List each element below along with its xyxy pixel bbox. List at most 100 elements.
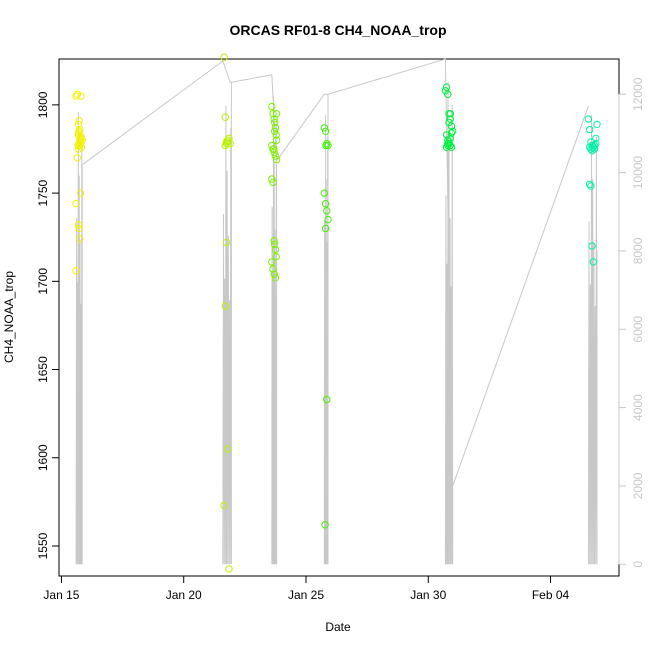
data-point-flight-1 — [77, 143, 86, 151]
x-tick-label: Jan 25 — [288, 588, 324, 602]
data-point-flight-3 — [271, 245, 280, 254]
data-point-flight-3 — [270, 145, 278, 153]
data-point-flight-3 — [271, 274, 280, 282]
data-point-flight-2 — [222, 238, 231, 247]
data-point-flight-4 — [320, 189, 328, 197]
data-point-flight-3 — [271, 118, 279, 127]
plot-frame — [58, 58, 620, 577]
data-point-flight-3 — [272, 131, 280, 139]
data-point-flight-3 — [271, 124, 280, 132]
y2-tick-label: 12000 — [631, 77, 645, 111]
data-point-flight-1 — [74, 141, 82, 150]
data-point-flight-2 — [222, 138, 231, 146]
data-point-flight-2 — [221, 113, 230, 121]
data-point-flight-1 — [74, 120, 83, 129]
data-point-flight-4 — [324, 215, 332, 224]
data-point-flight-2 — [224, 445, 232, 453]
data-point-flight-6 — [593, 120, 601, 129]
altitude-flight-trace-4 — [323, 94, 329, 565]
data-point-flight-4 — [321, 127, 330, 136]
y2-tick-label: 2000 — [631, 472, 645, 499]
data-point-flight-1 — [77, 92, 85, 100]
y2-tick-label: 4000 — [631, 394, 645, 421]
data-point-flight-3 — [270, 237, 278, 245]
data-point-flight-1 — [72, 200, 80, 208]
data-point-flight-3 — [271, 240, 279, 249]
data-point-flight-2 — [220, 501, 228, 510]
data-point-flight-4 — [323, 207, 331, 215]
data-point-flight-3 — [271, 152, 280, 160]
y-tick-label: 1600 — [36, 444, 50, 471]
data-point-flight-4 — [324, 141, 332, 150]
data-point-flight-2 — [220, 53, 228, 61]
y-tick-label: 1650 — [36, 356, 50, 383]
data-point-flight-3 — [270, 270, 278, 278]
data-point-flight-1 — [77, 132, 85, 141]
data-point-flight-6 — [588, 242, 596, 250]
data-point-flight-3 — [272, 136, 281, 144]
altitude-layer — [75, 58, 598, 565]
data-point-flight-6 — [588, 147, 596, 155]
data-point-flight-3 — [272, 155, 281, 164]
altitude-flight-trace-3 — [271, 96, 278, 565]
data-point-flight-4 — [323, 395, 331, 404]
altitude-flight-trace-6 — [587, 115, 598, 565]
data-point-flight-3 — [268, 175, 276, 183]
data-point-flight-1 — [72, 267, 80, 275]
y-tick-label: 1750 — [36, 179, 50, 206]
y-tick-label: 1700 — [36, 268, 50, 295]
data-point-flight-3 — [268, 141, 276, 150]
chart-title: ORCAS RF01-8 CH4_NOAA_trop — [229, 22, 446, 38]
x-axis-label: Date — [325, 620, 351, 634]
altitude-flight-trace-1 — [75, 111, 83, 565]
data-point-flight-5 — [446, 115, 454, 123]
data-point-flight-3 — [268, 102, 276, 111]
x-tick-label: Jan 20 — [166, 588, 202, 602]
data-point-flight-4 — [321, 200, 330, 208]
x-axis: Jan 15 Jan 20 Jan 25 Jan 30 Feb 04 — [43, 575, 570, 602]
data-point-flight-3 — [268, 258, 276, 266]
y2-tick-label: 6000 — [631, 316, 645, 343]
y-tick-label: 1550 — [36, 532, 50, 559]
data-point-flight-6 — [592, 140, 600, 148]
y2-tick-label: 10000 — [631, 156, 645, 190]
y2-tick-label: 8000 — [631, 237, 645, 264]
points-layer — [72, 53, 601, 573]
y-axis: 1550 1600 1650 1700 1750 1800 — [36, 91, 60, 559]
data-point-flight-1 — [78, 136, 86, 144]
altitude-connector-line — [81, 58, 589, 487]
x-tick-label: Feb 04 — [532, 588, 570, 602]
data-point-flight-6 — [586, 125, 594, 134]
x-tick-label: Jan 30 — [410, 588, 446, 602]
data-point-flight-4 — [322, 141, 330, 150]
data-point-flight-3 — [272, 110, 281, 118]
data-point-flight-3 — [270, 148, 278, 157]
data-point-flight-3 — [269, 178, 277, 187]
data-point-flight-1 — [76, 235, 84, 243]
altitude-flight-trace-2 — [222, 82, 232, 565]
data-point-flight-6 — [587, 182, 595, 190]
data-point-flight-6 — [590, 145, 599, 153]
data-point-flight-4 — [321, 224, 330, 233]
data-point-flight-3 — [272, 252, 280, 261]
data-point-flight-3 — [269, 110, 277, 118]
data-point-flight-6 — [587, 145, 595, 153]
data-point-flight-1 — [74, 221, 83, 229]
data-point-flight-1 — [75, 127, 83, 136]
y2-axis: 0 2000 4000 6000 8000 10000 12000 — [618, 77, 645, 568]
data-point-flight-5 — [447, 129, 456, 137]
data-point-flight-5 — [442, 83, 451, 91]
data-point-flight-5 — [444, 140, 452, 148]
data-point-flight-6 — [586, 180, 594, 189]
data-point-flight-6 — [592, 134, 600, 143]
data-point-flight-6 — [589, 258, 597, 266]
data-point-flight-5 — [446, 110, 454, 118]
data-point-flight-1 — [76, 189, 85, 197]
data-point-flight-1 — [75, 117, 83, 125]
data-point-flight-1 — [73, 90, 82, 99]
data-point-flight-1 — [75, 224, 83, 233]
data-point-flight-2 — [225, 565, 233, 573]
y-tick-label: 1800 — [36, 91, 50, 118]
data-point-flight-5 — [445, 118, 453, 127]
